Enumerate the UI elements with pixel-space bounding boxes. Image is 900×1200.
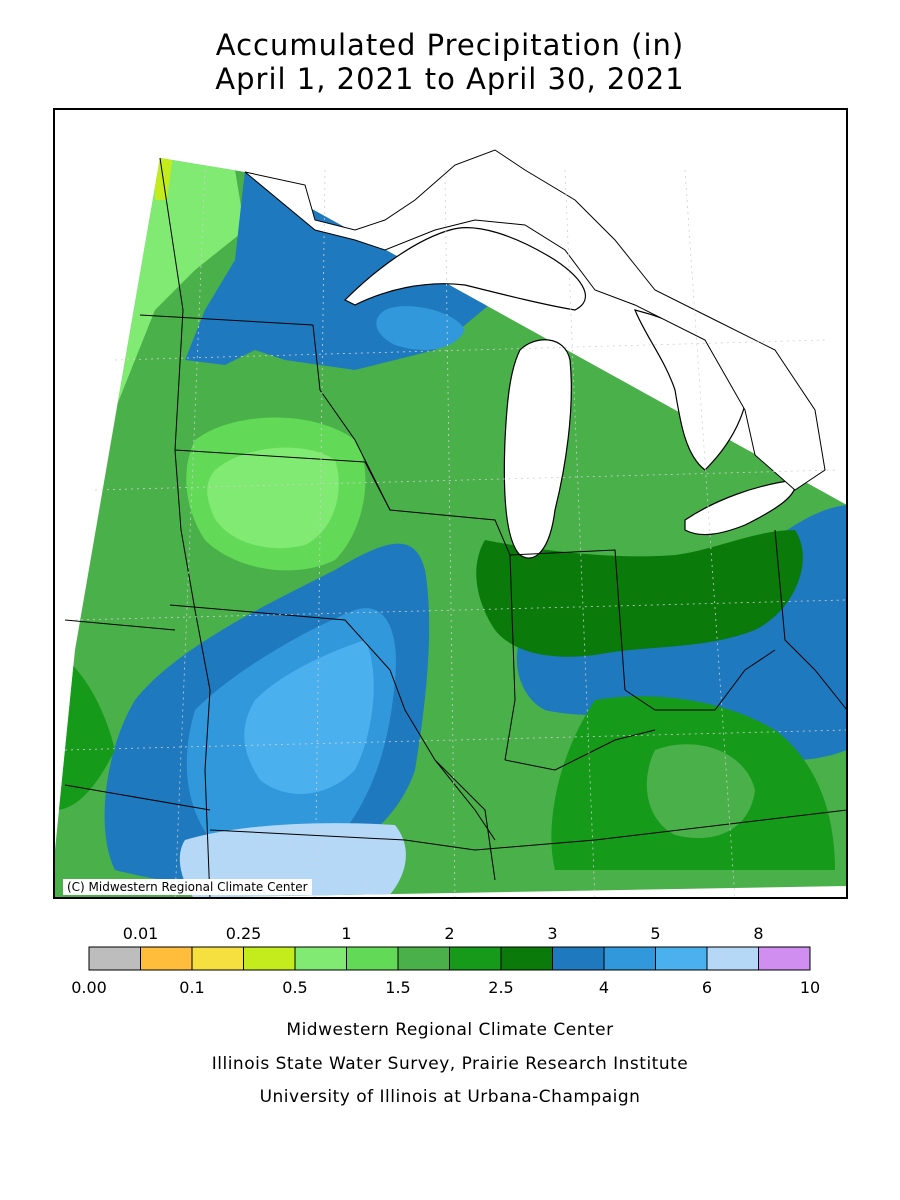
legend-bin [552,946,605,971]
legend-bottom-label: 0.5 [282,978,307,997]
legend-bin [243,946,296,971]
field-nw-yellow [155,158,173,200]
legend-bin [706,946,759,971]
map-title: Accumulated Precipitation (in) [215,28,685,62]
legend-bin [603,946,656,971]
lake-erie [684,479,797,536]
credit-isws: Illinois State Water Survey, Prairie Res… [211,1054,689,1074]
legend-bin [397,946,450,971]
legend-bottom-label: 4 [599,978,609,997]
graticule [64,169,846,897]
canada-region [244,149,826,491]
legend-bottom-label: 2.5 [488,978,513,997]
field-north-lightblue [376,306,465,350]
legend-top-label: 0.01 [123,924,159,943]
legend-top-label: 8 [753,924,763,943]
legend-top-label: 2 [444,924,454,943]
legend-top-label: 3 [547,924,557,943]
legend-bins [88,946,811,971]
color-legend: 0.01 0.25 1 2 3 5 8 0.00 0.1 0.5 1.5 2.5 4 6 10 [71,924,820,997]
field-east-darkgreen [476,530,803,657]
lake-superior [343,227,586,311]
legend-bottom-label: 10 [800,978,820,997]
legend-bottom-label: 1.5 [385,978,410,997]
map-panel: (C) Midwestern Regional Climate Center [53,108,848,899]
legend-bottom-label: 0.1 [179,978,204,997]
credit-uiuc: University of Illinois at Urbana-Champai… [259,1087,641,1107]
legend-bottom-label: 0.00 [71,978,107,997]
legend-bin [88,946,141,971]
legend-bin [294,946,347,971]
legend-bin [140,946,193,971]
legend-top-label: 1 [341,924,351,943]
legend-top-label: 5 [650,924,660,943]
legend-top-label: 0.25 [226,924,262,943]
precipitation-map [55,149,846,897]
map-date-range: April 1, 2021 to April 30, 2021 [215,62,685,96]
legend-bin [758,946,811,971]
credit-mrcc: Midwestern Regional Climate Center [286,1020,614,1040]
legend-bin [655,946,708,971]
legend-top-labels: 0.01 0.25 1 2 3 5 8 [123,924,764,943]
legend-bin [191,946,244,971]
legend-bottom-labels: 0.00 0.1 0.5 1.5 2.5 4 6 10 [71,978,820,997]
field-sw-skyblue [244,640,374,794]
legend-bin [346,946,399,971]
legend-bin [449,946,502,971]
legend-bottom-label: 6 [702,978,712,997]
state-borders [64,157,846,897]
field-east-midgreen [646,744,755,838]
lake-michigan [503,339,572,559]
legend-bin [500,946,553,971]
map-copyright: (C) Midwestern Regional Climate Center [63,879,312,895]
field-central-palegreen [207,447,339,549]
